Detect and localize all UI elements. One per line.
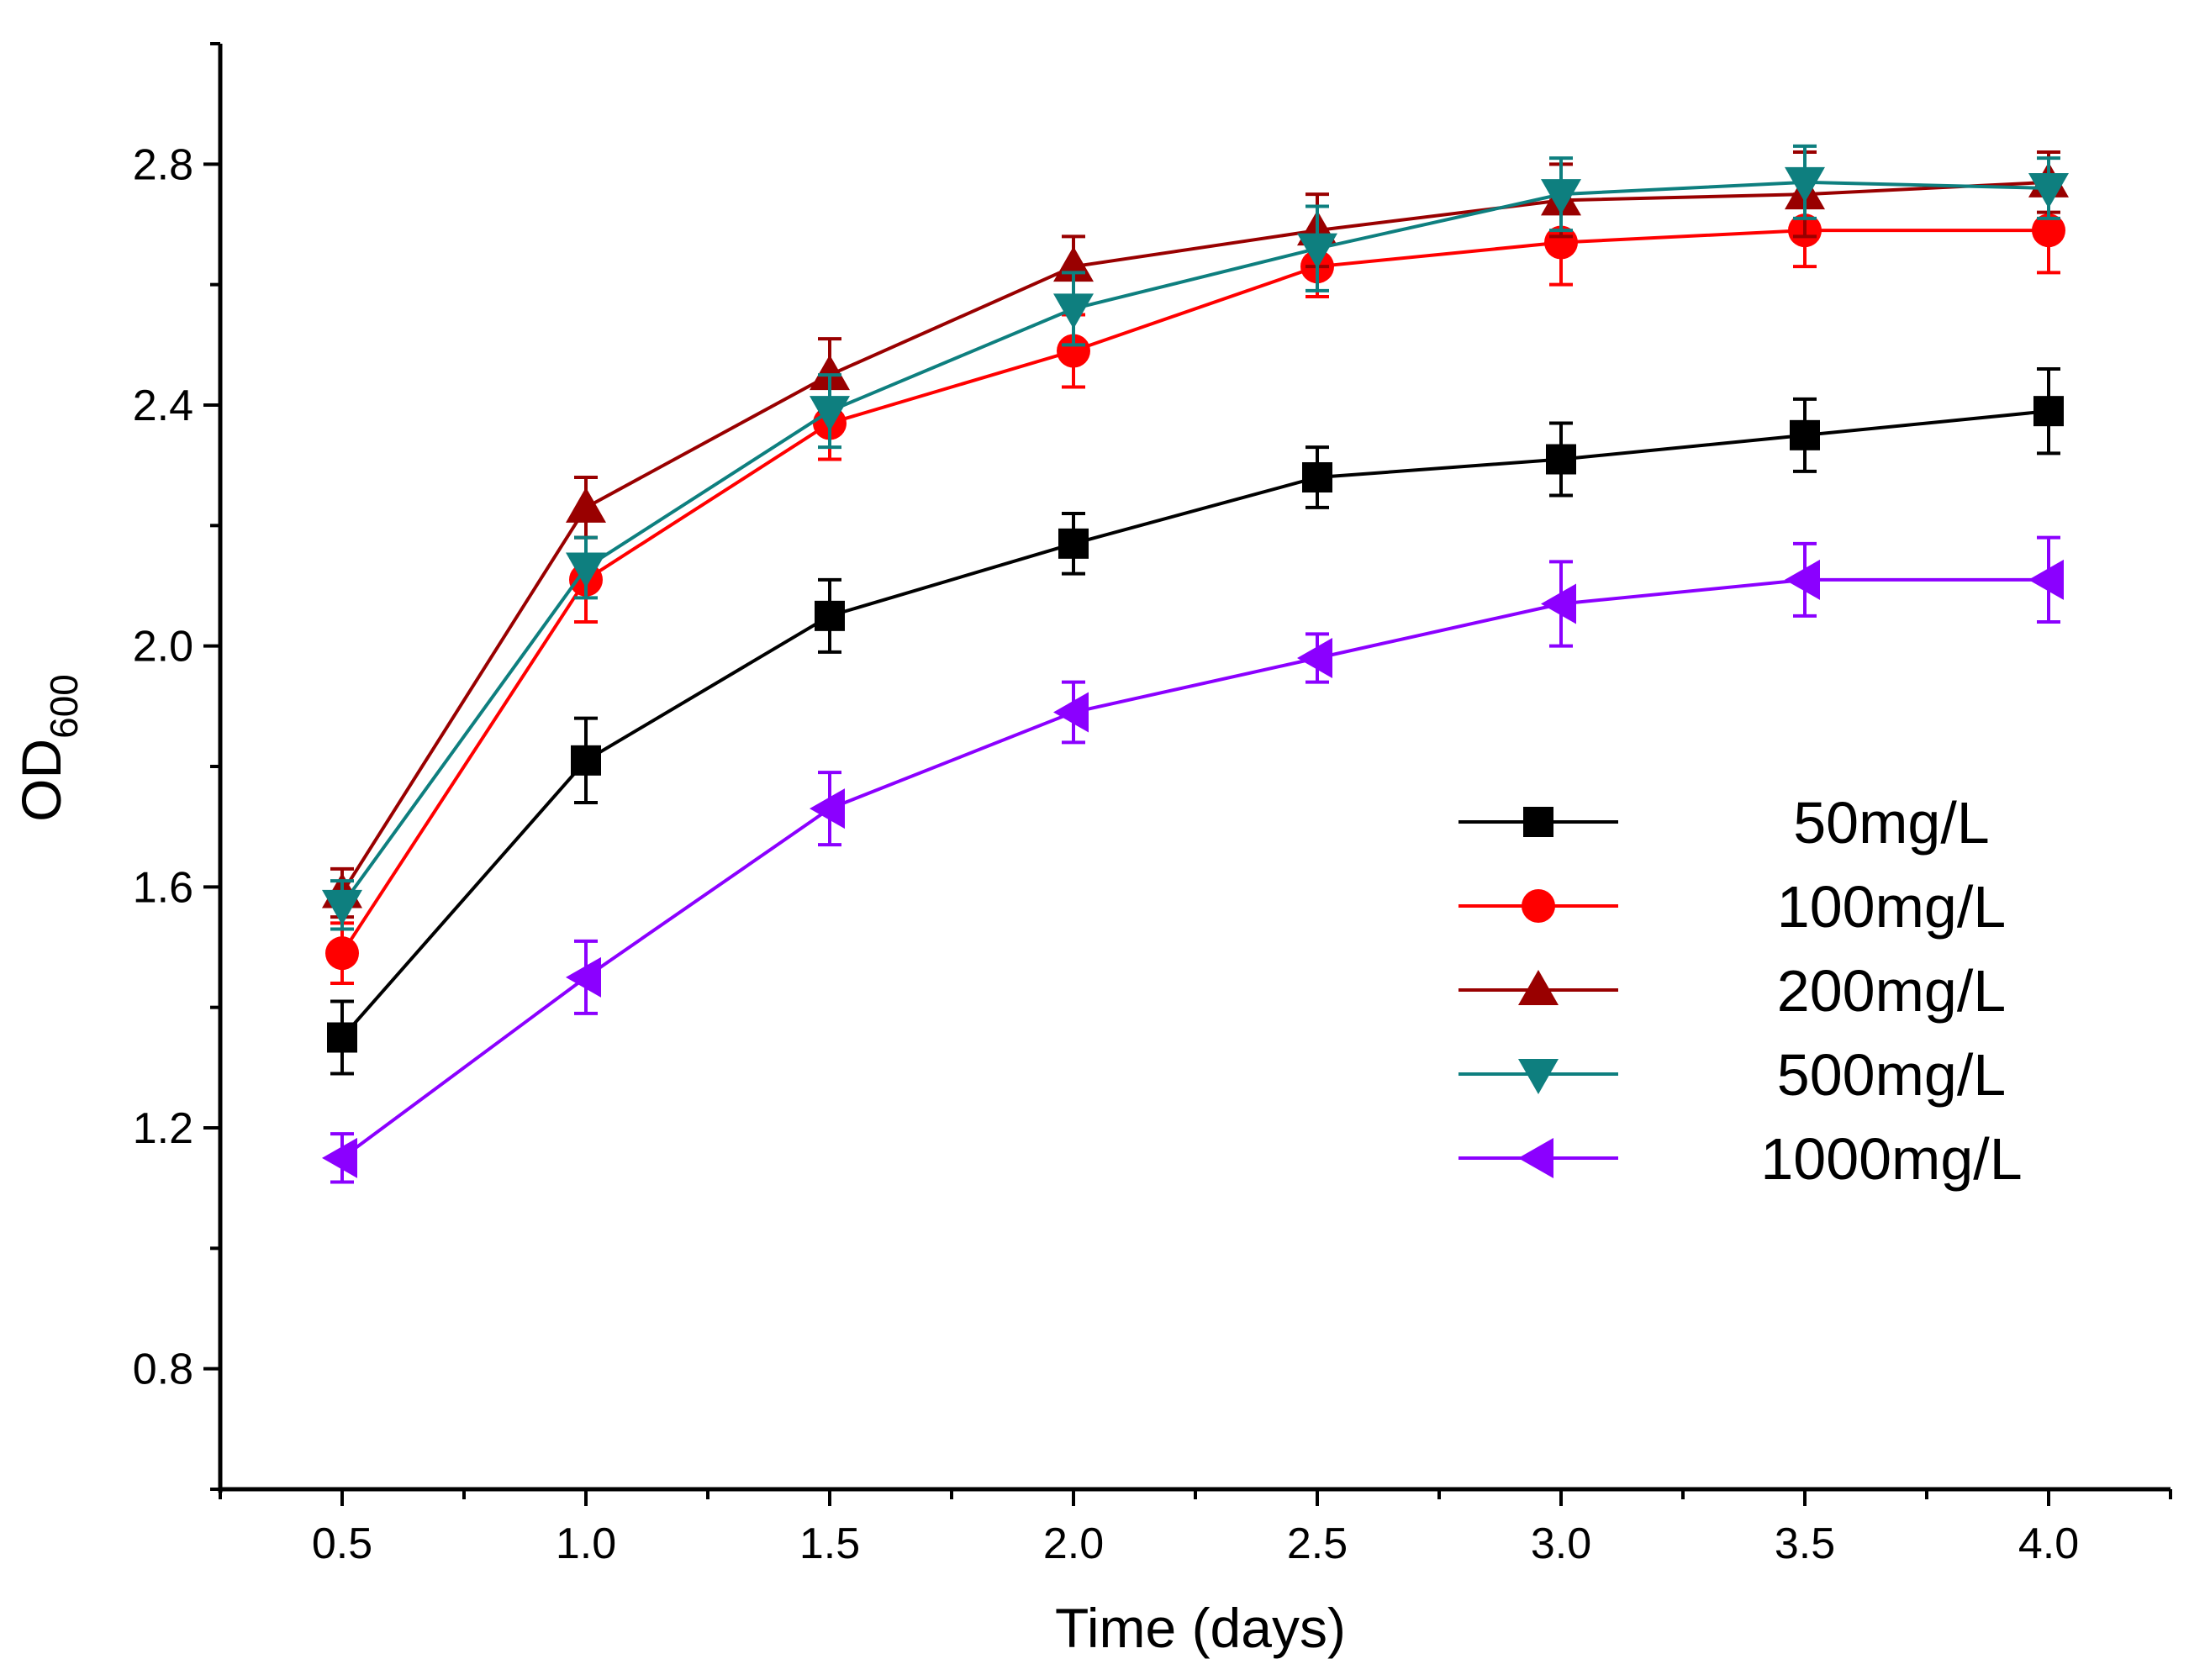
data-point: [2028, 173, 2069, 208]
series-1: [327, 367, 2064, 1076]
y-tick-label: 0.8: [133, 1346, 193, 1394]
series-4: [322, 144, 2069, 931]
data-point: [322, 889, 362, 925]
data-point: [1541, 583, 1576, 624]
legend-label: 200mg/L: [1777, 958, 2006, 1024]
legend-label: 100mg/L: [1777, 874, 2006, 940]
data-point: [325, 936, 359, 971]
x-tick-label: 1.0: [556, 1519, 616, 1568]
data-point: [1057, 334, 1090, 368]
legend-item: 200mg/L: [1458, 958, 2006, 1024]
legend-marker: [1522, 889, 1555, 923]
data-point: [2028, 559, 2064, 600]
series-line: [340, 409, 2049, 1039]
series-2: [325, 187, 2065, 985]
data-point: [566, 552, 606, 588]
x-tick-label: 4.0: [2018, 1519, 2079, 1568]
plot-area: [322, 144, 2069, 1184]
data-point: [1302, 462, 1332, 492]
y-axis-title-subscript: 600: [42, 674, 86, 739]
data-point: [810, 355, 850, 391]
series-line: [340, 180, 2049, 907]
data-point: [1544, 225, 1578, 260]
x-tick-label: 2.5: [1287, 1519, 1348, 1568]
x-tick-label: 3.0: [1531, 1519, 1591, 1568]
y-tick-label: 1.6: [133, 863, 193, 912]
data-point: [1058, 528, 1089, 559]
data-point: [1790, 419, 1820, 450]
data-point: [1541, 179, 1581, 215]
legend: 50mg/L 100mg/L 200mg/L 500mg/L 1000mg/L: [1458, 790, 2023, 1192]
data-point: [322, 1137, 357, 1178]
legend-marker: [1518, 1059, 1559, 1094]
data-point: [571, 745, 601, 776]
x-tick-label: 3.5: [1775, 1519, 1835, 1568]
y-axis-title: OD600: [10, 674, 86, 822]
y-tick-label: 2.0: [133, 623, 193, 671]
data-point: [1785, 559, 1820, 600]
x-tick-label: 1.5: [799, 1519, 860, 1568]
series-line: [340, 229, 2049, 955]
legend-marker: [1518, 970, 1559, 1005]
data-point: [815, 600, 845, 631]
series-line: [340, 577, 2049, 1160]
series-5: [322, 535, 2064, 1184]
series-line: [340, 180, 2049, 894]
data-point: [2032, 213, 2065, 248]
y-tick-label: 2.4: [133, 382, 193, 430]
y-tick-label: 2.8: [133, 140, 193, 189]
legend-label: 1000mg/L: [1760, 1126, 2022, 1192]
x-axis-title: Time (days): [1055, 1597, 1346, 1659]
x-tick-label: 2.0: [1043, 1519, 1104, 1568]
legend-marker: [1523, 807, 1553, 837]
legend-item: 100mg/L: [1458, 874, 2006, 940]
legend-item: 50mg/L: [1458, 790, 1990, 856]
y-axis-title-main: OD: [10, 739, 72, 822]
legend-label: 50mg/L: [1793, 790, 1989, 856]
data-point: [566, 956, 601, 998]
data-point: [1785, 166, 1825, 203]
data-point: [810, 788, 845, 829]
data-point: [1297, 638, 1332, 678]
data-point: [1053, 293, 1094, 329]
data-point: [327, 1022, 357, 1053]
legend-item: 500mg/L: [1458, 1042, 2006, 1108]
data-point: [810, 396, 850, 432]
x-tick-label: 0.5: [312, 1519, 372, 1568]
legend-marker: [1518, 1138, 1553, 1178]
axes: 0.8 1.2 1.6 2.0 2.4 2.8 0.5 1.0 1.5 2.0 2.5 3.0 3.5 4…: [133, 42, 2172, 1568]
legend-item: 1000mg/L: [1458, 1126, 2023, 1192]
data-point: [2033, 396, 2064, 427]
legend-label: 500mg/L: [1777, 1042, 2006, 1108]
data-point: [1297, 233, 1337, 269]
data-point: [1546, 444, 1576, 475]
data-point: [1053, 692, 1089, 733]
y-tick-label: 1.2: [133, 1104, 193, 1153]
data-point: [566, 487, 606, 523]
